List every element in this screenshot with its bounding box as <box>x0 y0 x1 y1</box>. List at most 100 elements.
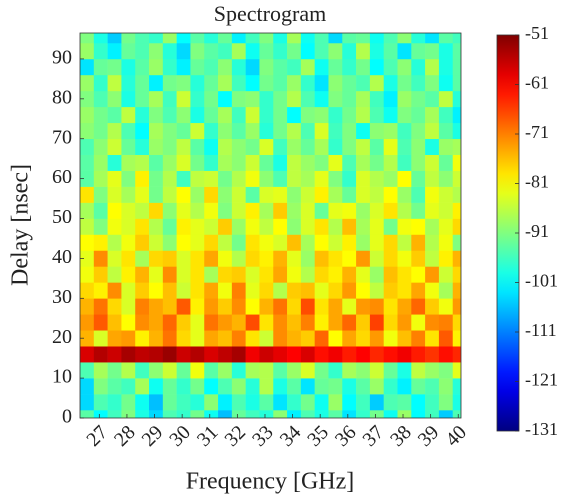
heatmap-cell <box>218 394 233 411</box>
heatmap-cell <box>452 266 461 283</box>
heatmap-cell <box>135 346 150 363</box>
heatmap-cell <box>218 106 233 124</box>
heatmap-cell <box>438 298 454 315</box>
heatmap-cell <box>80 314 95 331</box>
heatmap-cell <box>231 170 246 187</box>
heatmap-cell <box>397 250 412 267</box>
heatmap-cell <box>218 202 233 219</box>
heatmap-cell <box>397 202 412 219</box>
heatmap-cell <box>204 154 219 171</box>
heatmap-cell <box>452 362 461 379</box>
heatmap-cell <box>300 186 315 203</box>
heatmap-cell <box>328 58 343 76</box>
heatmap-cell <box>356 266 371 283</box>
heatmap-cell <box>259 90 274 108</box>
heatmap-cell <box>300 122 315 140</box>
heatmap-cell <box>383 42 398 60</box>
heatmap-cell <box>245 106 260 124</box>
heatmap-cell <box>80 234 95 251</box>
heatmap-cell <box>149 154 164 171</box>
heatmap-cell <box>135 330 150 347</box>
heatmap-cell <box>259 234 274 251</box>
heatmap-cell <box>425 410 440 418</box>
heatmap-cell <box>383 330 398 347</box>
heatmap-cell <box>231 218 246 235</box>
heatmap-cell <box>369 122 384 140</box>
y-tick-label: 50 <box>52 206 72 228</box>
heatmap-cell <box>204 266 219 283</box>
heatmap-cell <box>218 218 233 235</box>
heatmap-cell <box>452 202 461 219</box>
heatmap-cell <box>190 58 205 76</box>
heatmap-cell <box>397 138 412 155</box>
heatmap-cell <box>107 186 122 203</box>
heatmap-cell <box>383 186 398 203</box>
heatmap-cell <box>176 346 191 363</box>
heatmap-cell <box>356 330 371 347</box>
heatmap-cell <box>204 330 219 347</box>
heatmap-cell <box>425 394 440 411</box>
heatmap-cell <box>425 298 440 315</box>
heatmap-cell <box>190 154 205 171</box>
heatmap-cell <box>218 58 233 76</box>
heatmap-cell <box>190 33 205 44</box>
heatmap-cell <box>93 378 108 395</box>
heatmap-cell <box>149 186 164 203</box>
heatmap-cell <box>369 58 384 76</box>
heatmap-cell <box>107 394 122 411</box>
heatmap-cell <box>452 42 461 60</box>
heatmap-cell <box>452 74 461 92</box>
heatmap-cell <box>218 298 233 315</box>
heatmap-cell <box>328 186 343 203</box>
heatmap-cell <box>452 33 461 44</box>
heatmap-cell <box>287 122 302 140</box>
heatmap-cell <box>452 186 461 203</box>
heatmap-cell <box>328 250 343 267</box>
heatmap-cell <box>107 250 122 267</box>
heatmap-cell <box>107 74 122 92</box>
heatmap-cell <box>162 298 177 315</box>
heatmap-cell <box>162 282 177 299</box>
x-tick-label: 35 <box>303 421 333 451</box>
heatmap-cell <box>107 266 122 283</box>
heatmap-cell <box>438 170 454 187</box>
heatmap-cell <box>342 330 357 347</box>
heatmap-cell <box>93 250 108 267</box>
heatmap-cell <box>259 266 274 283</box>
colorbar-tick-label: -91 <box>525 221 549 241</box>
heatmap-cell <box>411 218 426 235</box>
heatmap-cell <box>107 90 122 108</box>
heatmap-cell <box>231 282 246 299</box>
heatmap-cell <box>411 122 426 140</box>
heatmap-cell <box>342 90 357 108</box>
heatmap-cell <box>397 346 412 363</box>
heatmap-cell <box>411 394 426 411</box>
heatmap-cell <box>452 410 461 418</box>
heatmap-cell <box>452 378 461 395</box>
heatmap-cell <box>162 218 177 235</box>
heatmap-cell <box>218 282 233 299</box>
heatmap-cell <box>149 362 164 379</box>
heatmap-cell <box>342 218 357 235</box>
heatmap-cell <box>369 154 384 171</box>
heatmap-cell <box>218 33 233 44</box>
heatmap-cell <box>438 250 454 267</box>
heatmap-cell <box>342 298 357 315</box>
heatmap-cell <box>273 42 288 60</box>
heatmap-cell <box>273 170 288 187</box>
heatmap-cell <box>107 346 122 363</box>
heatmap-cell <box>369 138 384 155</box>
heatmap-cell <box>273 138 288 155</box>
heatmap-cell <box>383 218 398 235</box>
heatmap-cell <box>218 410 233 418</box>
heatmap-cell <box>369 218 384 235</box>
heatmap-cell <box>438 234 454 251</box>
heatmap-cell <box>425 282 440 299</box>
heatmap-cell <box>425 58 440 76</box>
heatmap-cell <box>287 170 302 187</box>
heatmap-cell <box>245 58 260 76</box>
heatmap-cell <box>121 138 136 155</box>
heatmap-cell <box>259 58 274 76</box>
heatmap-cell <box>135 42 150 60</box>
heatmap-cell <box>190 106 205 124</box>
